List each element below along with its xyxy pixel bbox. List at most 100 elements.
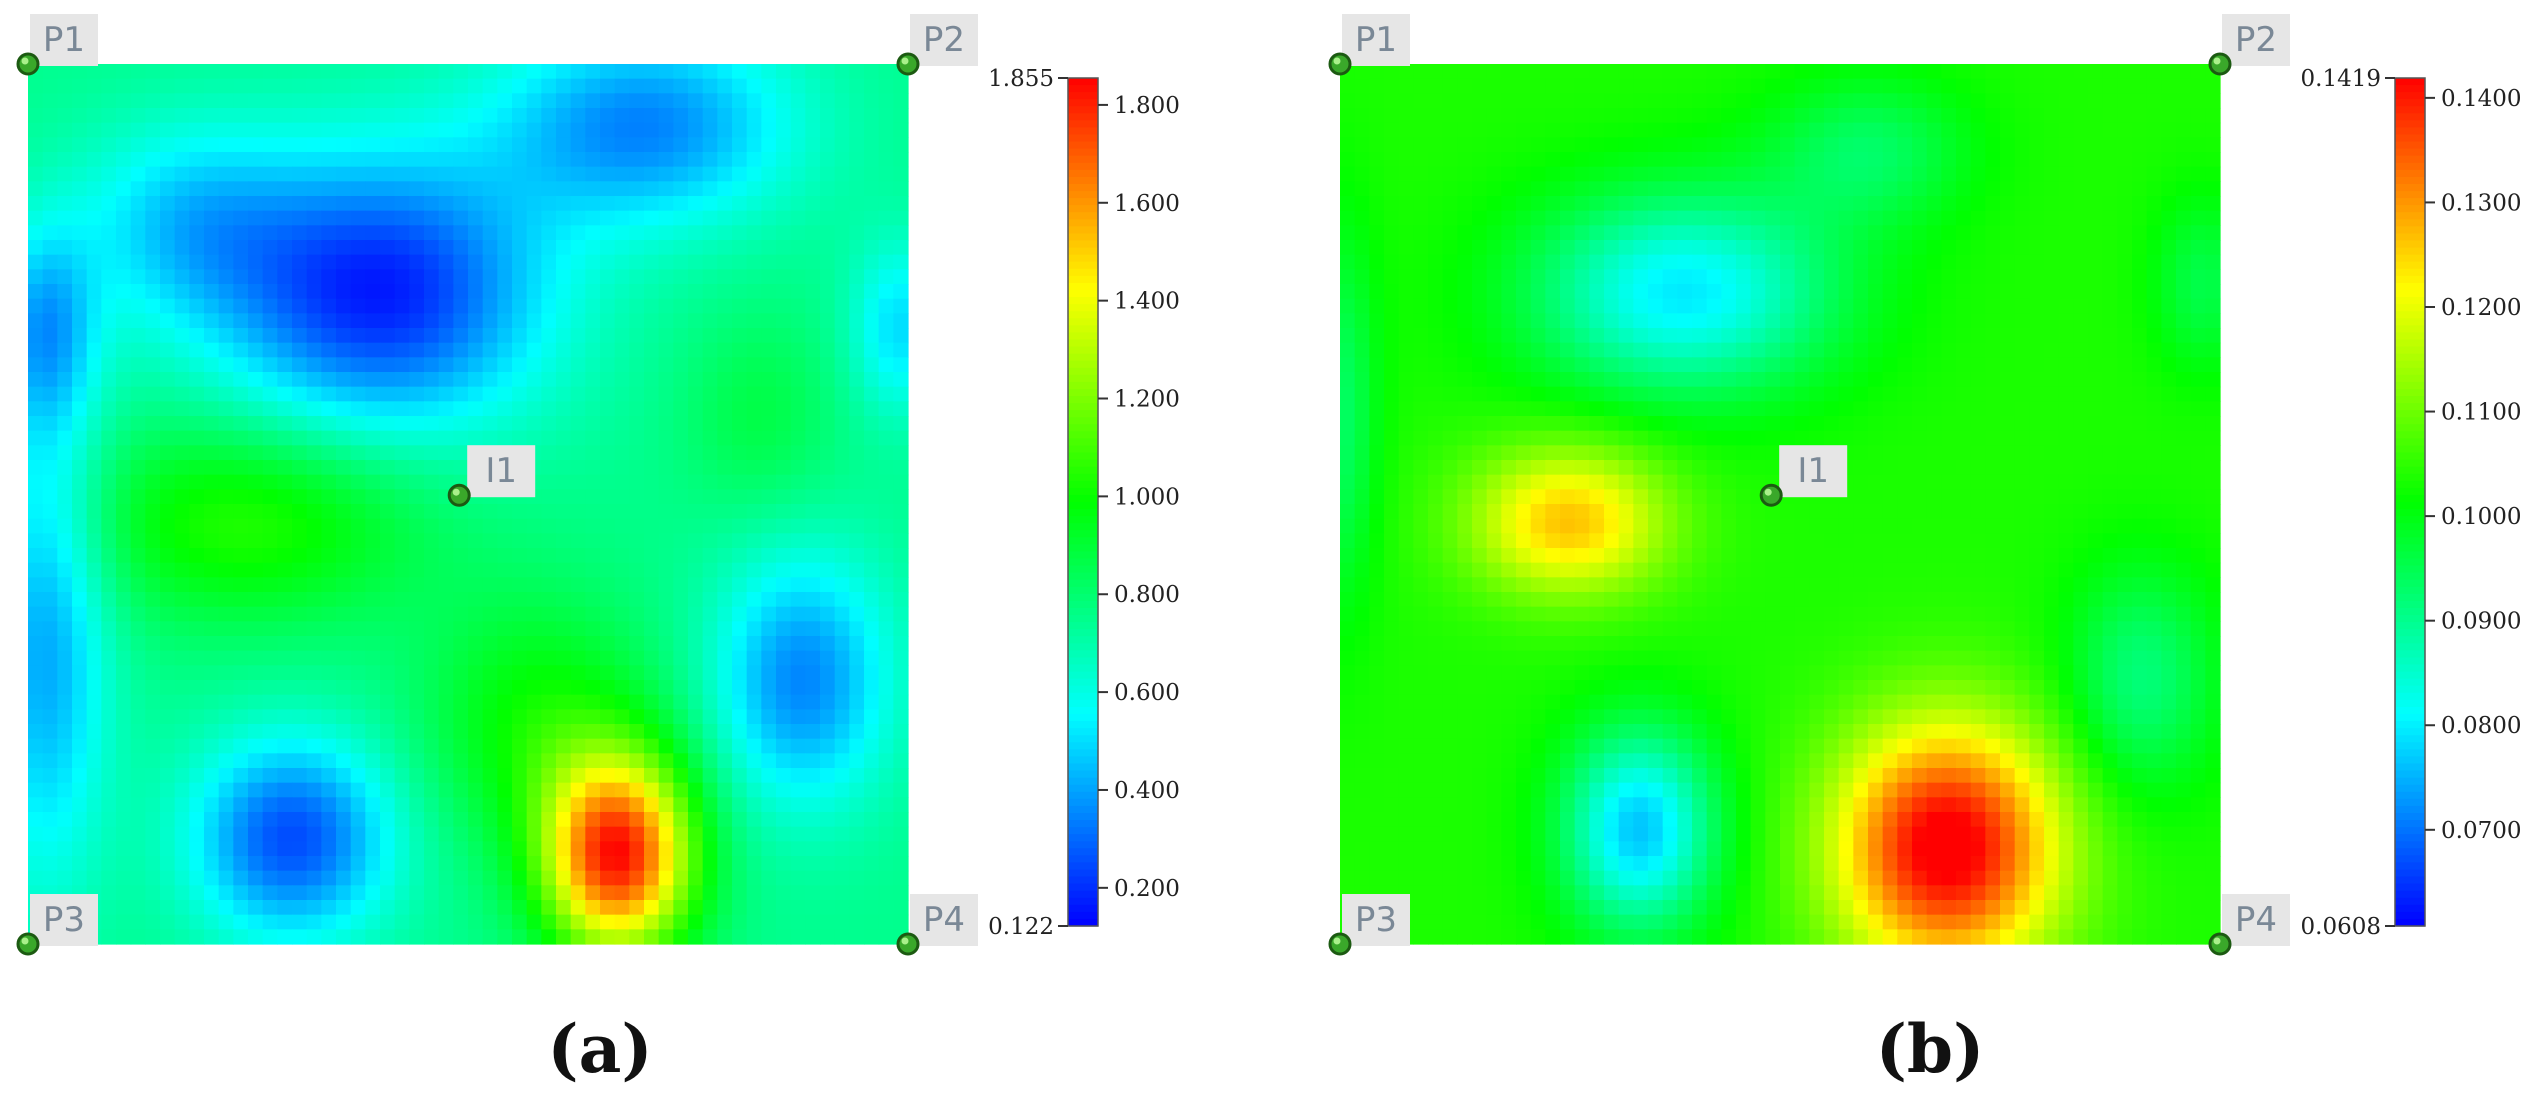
heatmap-cell [1926,137,1942,153]
heatmap-cell [512,856,528,872]
heatmap-cell [218,694,234,710]
heatmap-cell [145,768,161,784]
heatmap-cell [2088,254,2104,270]
heatmap-cell [878,885,894,901]
heatmap-cell [688,812,704,828]
heatmap-cell [233,284,249,300]
heatmap-cell [629,64,645,80]
heatmap-cell [130,548,146,564]
heatmap-cell [702,562,718,578]
heatmap-cell [174,797,190,813]
heatmap-cell [864,78,880,94]
heatmap-cell [28,709,44,725]
heatmap-cell [1838,196,1854,212]
heatmap-cell [541,78,557,94]
heatmap-cell [2073,122,2089,138]
heatmap-cell [746,430,762,446]
heatmap-cell [658,636,674,652]
heatmap-cell [1941,298,1957,314]
heatmap-cell [2190,108,2206,124]
heatmap-cell [72,548,88,564]
heatmap-cell [1413,240,1429,256]
heatmap-cell [130,328,146,344]
heatmap-cell [732,826,748,842]
heatmap-cell [218,489,234,505]
heatmap-cell [116,210,132,226]
heatmap-cell [424,152,440,168]
heatmap-cell [556,284,572,300]
heatmap-cell [790,900,806,916]
heatmap-cell [1780,78,1796,94]
heatmap-cell [570,284,586,300]
heatmap-cell [453,533,469,549]
heatmap-cell [1369,328,1385,344]
heatmap-cell [556,93,572,109]
heatmap-cell [174,284,190,300]
heatmap-cell [1604,210,1620,226]
heatmap-cell [380,225,396,241]
heatmap-cell [585,284,601,300]
heatmap-cell [1618,196,1634,212]
heatmap-cell [644,64,660,80]
heatmap-cell [673,181,689,197]
heatmap-cell [761,621,777,637]
heatmap-cell [28,328,44,344]
heatmap-cell [1868,254,1884,270]
heatmap-cell [145,416,161,432]
heatmap-cell [761,592,777,608]
heatmap-cell [688,738,704,754]
heatmap-cell [1340,357,1356,373]
heatmap-cell [28,577,44,593]
heatmap-cell [673,548,689,564]
heatmap-cell [1721,108,1737,124]
heatmap-cell [614,665,630,681]
heatmap-cell [600,885,616,901]
heatmap-cell [1926,152,1942,168]
heatmap-cell [614,518,630,534]
heatmap-cell [878,900,894,916]
heatmap-cell [57,738,73,754]
heatmap-cell [277,430,293,446]
heatmap-cell [512,78,528,94]
heatmap-cell [1472,181,1488,197]
heatmap-cell [277,782,293,798]
heatmap-cell [160,328,176,344]
heatmap-cell [233,372,249,388]
heatmap-cell [468,694,484,710]
colorbar-segment [1068,897,1098,906]
heatmap-cell [28,694,44,710]
heatmap-cell [2176,313,2192,329]
heatmap-cell [101,782,117,798]
heatmap-cell [790,64,806,80]
heatmap-cell [233,768,249,784]
heatmap-cell [673,386,689,402]
heatmap-cell [174,313,190,329]
heatmap-cell [306,64,322,80]
heatmap-cell [160,357,176,373]
heatmap-cell [1838,122,1854,138]
heatmap-cell [438,782,454,798]
heatmap-cell [600,577,616,593]
heatmap-cell [688,694,704,710]
heatmap-cell [1633,64,1649,80]
heatmap-cell [732,342,748,358]
heatmap-cell [248,254,264,270]
heatmap-cell [424,665,440,681]
heatmap-cell [409,768,425,784]
heatmap-cell [776,812,792,828]
heatmap-cell [262,108,278,124]
heatmap-cell [893,665,909,681]
heatmap-cell [1428,254,1444,270]
heatmap-cell [1882,152,1898,168]
heatmap-cell [468,196,484,212]
heatmap-cell [790,592,806,608]
heatmap-cell [101,885,117,901]
heatmap-cell [717,738,733,754]
heatmap-cell [262,269,278,285]
heatmap-cell [673,856,689,872]
heatmap-cell [2190,122,2206,138]
heatmap-cell [1853,152,1869,168]
colorbar-segment [1068,92,1098,100]
heatmap-cell [1794,328,1810,344]
heatmap-cell [614,460,630,476]
